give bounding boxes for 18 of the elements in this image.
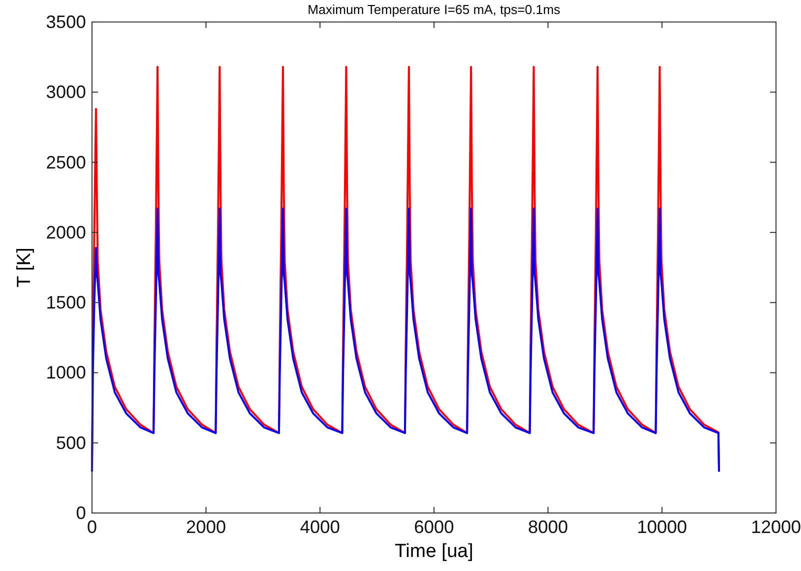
y-tick-label: 500 bbox=[56, 432, 86, 453]
x-axis-title: Time [ua] bbox=[394, 541, 474, 562]
x-tick-label: 10000 bbox=[636, 517, 688, 537]
x-tick-label: 4000 bbox=[300, 517, 340, 537]
chart-title: Maximum Temperature I=65 mA, tps=0.1ms bbox=[308, 2, 561, 17]
y-tick-label: 3000 bbox=[46, 82, 86, 102]
y-axis-title: T [K] bbox=[14, 248, 35, 288]
x-tick-label: 8000 bbox=[528, 517, 568, 537]
y-tick-label: 2500 bbox=[46, 152, 86, 172]
x-tick-label: 12000 bbox=[750, 517, 801, 537]
x-tick-label: 6000 bbox=[414, 517, 454, 537]
line-series bbox=[91, 208, 720, 472]
y-tick-label: 0 bbox=[76, 503, 86, 523]
x-tick-label: 2000 bbox=[186, 517, 226, 537]
y-tick-label: 1000 bbox=[46, 362, 86, 383]
y-tick-label: 1500 bbox=[46, 292, 86, 313]
y-tick-label: 3500 bbox=[46, 12, 86, 32]
y-tick-label: 2000 bbox=[46, 222, 86, 242]
